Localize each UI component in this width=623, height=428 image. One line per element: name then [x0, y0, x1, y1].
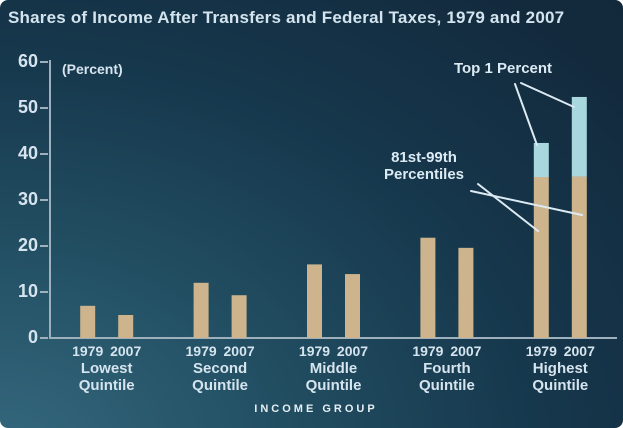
y-tick-label-30: 30: [17, 189, 38, 209]
year-label-middle-2007: 2007: [336, 343, 369, 359]
y-tick-label-50: 50: [17, 97, 38, 117]
year-label-lowest-1979: 1979: [72, 343, 104, 359]
y-tick-label-60: 60: [17, 51, 38, 71]
y-tick-label-40: 40: [17, 143, 38, 163]
annotation-top-1-percent-label: Top 1 Percent: [453, 60, 553, 77]
annotation-81st-99th-percentiles-label: 81st-99th Percentiles: [383, 149, 465, 183]
year-label-fourth-1979: 1979: [412, 343, 444, 359]
y-tick-label-20: 20: [17, 235, 38, 255]
group-label-second: Second Quintile: [192, 360, 249, 394]
y-tick-label-10: 10: [17, 281, 38, 301]
group-label-middle: Middle Quintile: [305, 360, 362, 394]
x-axis-title: INCOME GROUP: [254, 403, 378, 415]
bar-middle-2007-all: [345, 274, 360, 338]
chart-title: Shares of Income After Transfers and Fed…: [8, 8, 565, 27]
y-tick-label-0: 0: [27, 327, 38, 347]
bar-fourth-2007-all: [458, 247, 474, 338]
bar-highest-1979-top1: [533, 142, 549, 177]
annotation-line-p8199-1: [470, 190, 583, 216]
year-label-fourth-2007: 2007: [450, 343, 482, 359]
group-label-fourth: Fourth Quintile: [418, 360, 475, 394]
bar-highest-2007-top1: [571, 96, 587, 177]
bar-second-1979-all: [193, 282, 209, 338]
bar-highest-1979-p81-99: [533, 177, 549, 338]
year-label-middle-1979: 1979: [298, 343, 331, 359]
group-label-lowest: Lowest Quintile: [78, 360, 135, 394]
annotation-line-top1-1: [520, 82, 575, 108]
annotation-line-p8199-0: [477, 183, 539, 232]
year-label-second-2007: 2007: [223, 343, 255, 359]
y-axis-unit-label: (Percent): [62, 61, 123, 77]
year-label-second-1979: 1979: [185, 343, 217, 359]
year-label-highest-2007: 2007: [563, 343, 595, 359]
year-label-highest-1979: 1979: [525, 343, 557, 359]
bar-second-2007-all: [231, 295, 247, 338]
annotation-line-top1-0: [514, 83, 538, 146]
group-label-highest: Highest Quintile: [532, 360, 589, 394]
bar-fourth-1979-all: [420, 237, 436, 338]
year-label-lowest-2007: 2007: [110, 343, 142, 359]
bar-middle-1979-all: [307, 264, 322, 338]
bar-lowest-2007-all: [118, 315, 134, 338]
bar-lowest-1979-all: [80, 305, 96, 338]
bar-highest-2007-p81-99: [571, 176, 587, 338]
